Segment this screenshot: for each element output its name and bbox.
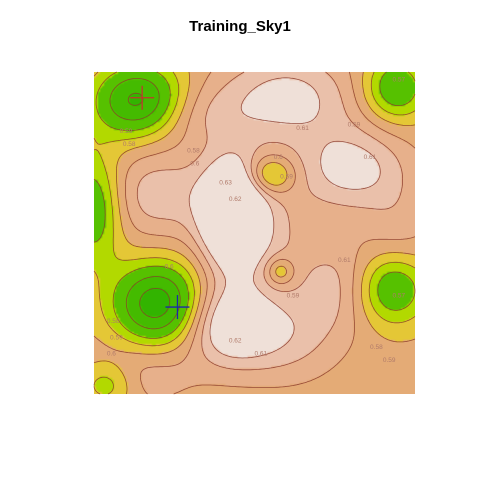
blue-cross-marker — [165, 295, 190, 320]
contour-label: 0.58 — [187, 148, 200, 155]
contour-label: 0.58 — [123, 141, 136, 148]
contour-label: 0.61 — [255, 350, 268, 357]
contour-labels: 0.570.590.610.610.60.590.630.620.590.580… — [107, 77, 406, 364]
contour-label: 0.57 — [393, 77, 406, 84]
contour-label: 0.63 — [219, 180, 232, 187]
contour-label: 0.59 — [348, 122, 361, 129]
contour-line — [93, 71, 416, 395]
contour-line — [136, 71, 403, 371]
contour-line — [188, 77, 381, 359]
contour-label: 0.62 — [229, 196, 242, 203]
contour-line — [127, 92, 171, 318]
contour-label: 0.62 — [229, 337, 242, 344]
contour-label: 0.6 — [274, 154, 283, 161]
contour-line — [93, 71, 416, 395]
contour-label: 0.59 — [383, 357, 396, 364]
contour-label: 0.59 — [120, 128, 133, 135]
contour-label: 0.6 — [165, 263, 174, 270]
contour-label: 0.58 — [107, 318, 120, 325]
contour-lines — [93, 71, 416, 395]
contour-fill — [94, 72, 415, 394]
contour-label: 0.61 — [296, 125, 309, 132]
contour-label: 0.57 — [393, 292, 406, 299]
contour-label: 0.59 — [280, 173, 293, 180]
red-cross-marker — [130, 85, 155, 110]
contour-label: 0.58 — [370, 344, 383, 351]
contour-label: 0.61 — [338, 257, 351, 264]
contour-line — [125, 71, 416, 395]
contour-label: 0.6 — [107, 350, 116, 357]
chart-title: Training_Sky1 — [189, 18, 291, 35]
contour-label: 0.59 — [110, 334, 123, 341]
contour-line — [93, 71, 416, 339]
contour-label: 0.61 — [364, 154, 377, 161]
contour-label: 0.6 — [190, 160, 199, 167]
contour-label: 0.59 — [287, 292, 300, 299]
